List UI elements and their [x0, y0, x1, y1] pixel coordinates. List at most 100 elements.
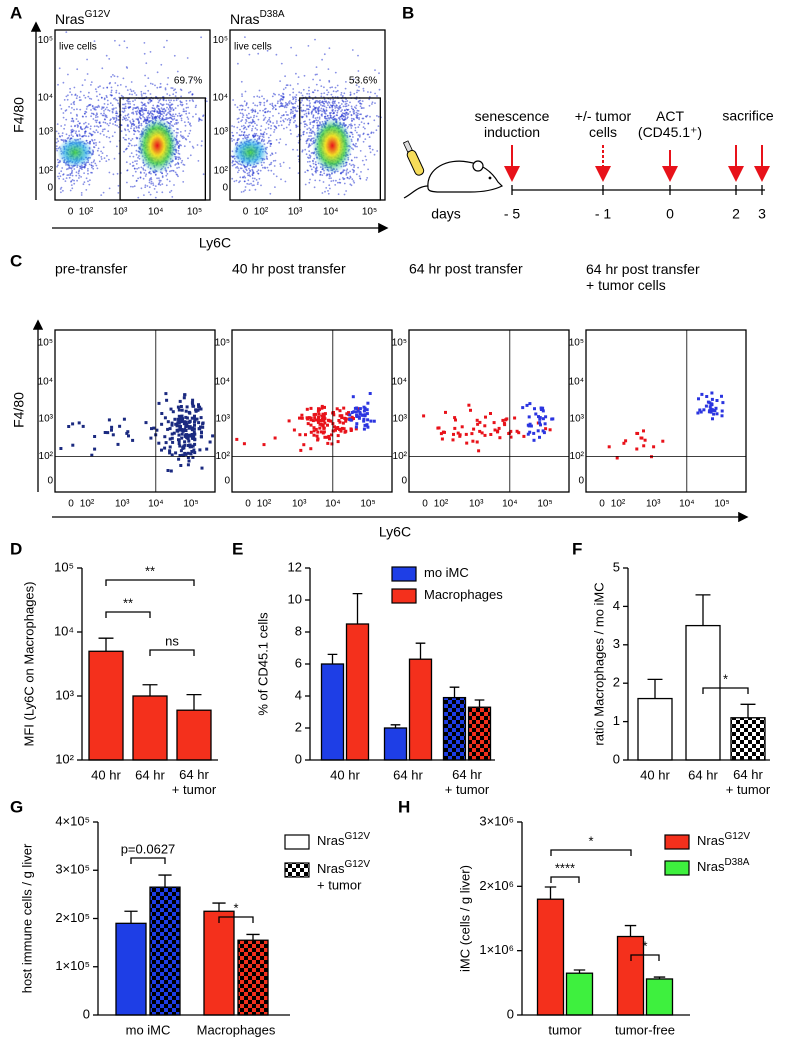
- event-dot: [303, 120, 305, 123]
- event-dot: [329, 104, 332, 107]
- event-dot: [309, 155, 312, 158]
- x-tick-label: 64 hr + tumor: [172, 767, 217, 797]
- event-dot: [191, 94, 194, 96]
- event-dot: [248, 189, 251, 192]
- event-dot: [287, 419, 291, 423]
- event-dot: [144, 92, 147, 95]
- event-dot: [114, 131, 116, 134]
- event-dot: [305, 416, 309, 420]
- event-dot: [366, 114, 369, 117]
- event-dot: [86, 73, 89, 75]
- event-dot: [714, 406, 718, 410]
- event-dot: [527, 424, 531, 428]
- event-dot: [183, 443, 187, 447]
- event-dot: [319, 422, 323, 426]
- event-dot: [706, 400, 710, 404]
- event-dot: [458, 434, 462, 438]
- event-dot: [319, 430, 323, 434]
- event-dot: [208, 440, 212, 444]
- event-dot: [71, 443, 75, 447]
- y-tick-label: 10⁴: [392, 376, 407, 387]
- event-dot: [357, 112, 359, 115]
- event-dot: [484, 415, 487, 419]
- event-dot: [353, 181, 356, 184]
- event-dot: [309, 102, 311, 104]
- event-dot: [70, 180, 72, 183]
- event-dot: [124, 114, 127, 117]
- event-dot: [376, 115, 378, 117]
- event-dot: [165, 116, 168, 119]
- event-dot: [104, 121, 107, 124]
- event-dot: [303, 113, 306, 116]
- event-dot: [83, 94, 85, 97]
- event-dot: [82, 166, 84, 169]
- event-dot: [527, 415, 531, 419]
- event-dot: [259, 101, 262, 104]
- event-dot: [122, 136, 125, 139]
- event-dot: [121, 118, 124, 121]
- event-dot: [248, 133, 251, 136]
- event-dot: [125, 117, 128, 119]
- event-dot: [332, 104, 335, 107]
- event-dot: [173, 115, 176, 118]
- event-dot: [110, 94, 113, 97]
- y-axis-label: host immune cells / g liver: [19, 843, 34, 993]
- event-dot: [90, 134, 93, 137]
- y-tick-label: 3: [613, 636, 620, 651]
- event-dot: [200, 466, 204, 470]
- event-dot: [369, 115, 371, 118]
- event-dot: [200, 435, 203, 439]
- event-dot: [170, 104, 172, 107]
- event-dot: [376, 95, 378, 97]
- event-dot: [135, 127, 138, 129]
- event-dot: [354, 427, 358, 431]
- event-dot: [323, 53, 326, 56]
- event-dot: [58, 172, 61, 175]
- event-dot: [242, 134, 245, 137]
- event-dot: [170, 120, 173, 123]
- event-dot: [182, 181, 185, 183]
- event-dot: [140, 90, 143, 93]
- event-dot: [262, 114, 265, 117]
- event-dot: [135, 163, 138, 165]
- event-dot: [322, 105, 325, 107]
- event-dot: [310, 135, 312, 137]
- plot-title: 40 hr post transfer: [232, 261, 346, 277]
- event-dot: [116, 442, 120, 446]
- x-tick-label: 10³: [113, 207, 128, 218]
- event-dot: [64, 180, 67, 183]
- event-dot: [340, 416, 344, 420]
- error-bar: [186, 693, 202, 711]
- event-dot: [368, 104, 371, 107]
- event-dot: [152, 184, 155, 187]
- event-dot: [355, 413, 359, 417]
- event-dot: [349, 93, 352, 96]
- event-dot: [121, 107, 124, 110]
- event-dot: [200, 119, 203, 122]
- event-dot: [266, 49, 269, 52]
- event-dot: [280, 116, 282, 119]
- event-dot: [469, 408, 472, 412]
- event-dot: [344, 100, 347, 103]
- event-dot: [93, 139, 96, 141]
- event-dot: [285, 114, 288, 116]
- event-dot: [335, 407, 339, 411]
- event-dot: [103, 103, 106, 105]
- event-dot: [358, 175, 361, 178]
- event-dot: [539, 408, 543, 411]
- event-dot: [476, 422, 480, 426]
- event-dot: [121, 110, 124, 113]
- event-dot: [166, 106, 168, 109]
- event-dot: [156, 86, 159, 89]
- event-dot: [366, 177, 369, 179]
- event-dot: [193, 414, 196, 418]
- bar: [565, 972, 594, 1016]
- event-dot: [70, 184, 73, 187]
- event-dot: [337, 193, 340, 196]
- event-arrows: [504, 145, 770, 182]
- event-dot: [643, 438, 647, 442]
- event-dot: [245, 118, 247, 121]
- event-dot: [125, 431, 129, 435]
- event-dot: [190, 428, 194, 432]
- event-dot: [317, 112, 320, 115]
